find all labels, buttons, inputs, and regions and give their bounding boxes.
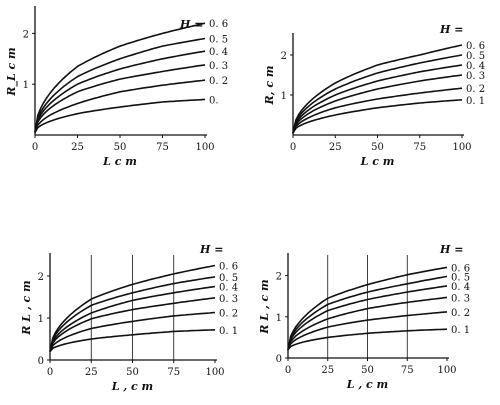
chart-3-series-label: 0. 6 <box>219 262 238 273</box>
chart-4-y-tick-label: 2 <box>276 272 282 283</box>
chart-3-x-axis-label: L , c m <box>111 380 153 393</box>
chart-1-x-tick-label: 0 <box>32 142 38 153</box>
chart-4-x-tick-label: 0 <box>285 365 291 376</box>
chart-3-series-curve <box>49 329 216 353</box>
chart-1-series-curve <box>34 79 206 133</box>
chart-3-series-label: 0. 2 <box>219 309 238 320</box>
chart-3-x-tick-label: 100 <box>205 367 224 378</box>
chart-2-series-label: 0. 2 <box>466 84 485 95</box>
chart-2-y-axis-label: R, c m <box>263 66 276 106</box>
chart-2-series-label: 0. 1 <box>466 96 485 107</box>
chart-4-series-curve <box>287 275 448 350</box>
chart-4-series-curve <box>287 328 448 351</box>
chart-1-series-curve <box>34 50 206 133</box>
chart-4-series-label: 0. 1 <box>451 325 470 336</box>
chart-3-x-tick-label: 0 <box>47 367 53 378</box>
chart-2-series-label: 0. 4 <box>466 61 485 72</box>
chart-2-x-tick-label: 100 <box>452 142 471 153</box>
chart-1-series-curve <box>34 22 206 133</box>
chart-1-series-label: 0. 3 <box>209 61 228 72</box>
chart-2-series-label: 0. 3 <box>466 71 485 82</box>
chart-1-x-tick-label: 25 <box>71 142 84 153</box>
chart-4-series-curve <box>287 266 448 350</box>
chart-1-series-label: 0. 6 <box>209 19 228 30</box>
chart-4-y-tick-label: 0 <box>276 354 282 365</box>
chart-1-y-axis-label: R_L c m <box>5 47 19 96</box>
chart-1-series-label: 0. 5 <box>209 34 228 45</box>
chart-3-series-label: 0. 3 <box>219 294 238 305</box>
chart-4-series-label: 0. 5 <box>451 272 470 283</box>
chart-3-x-tick-label: 50 <box>126 367 139 378</box>
chart-2-series-curve <box>292 64 463 134</box>
chart-4-x-tick-label: 75 <box>401 365 414 376</box>
chart-1-x-axis-label: L c m <box>102 155 137 168</box>
chart-2-x-tick-label: 25 <box>329 142 342 153</box>
chart-1-series-label: 0. 2 <box>209 76 228 87</box>
chart-4-x-tick-label: 50 <box>361 365 374 376</box>
chart-3-series-curve <box>49 297 216 352</box>
chart-4-series-label: 0. 4 <box>451 282 470 293</box>
chart-4-y-axis-label: R L , c m <box>258 279 271 334</box>
chart-4-x-tick-label: 100 <box>437 365 456 376</box>
chart-2-series-curve <box>292 44 463 134</box>
chart-4-series-curve <box>287 285 448 350</box>
chart-3-series-label: 0. 5 <box>219 273 238 284</box>
chart-1-series-label: 0. 4 <box>209 47 228 58</box>
chart-3-series-curve <box>49 276 216 352</box>
chart-3-y-axis-label: R L , c m <box>20 280 33 335</box>
chart-2-x-tick-label: 75 <box>413 142 426 153</box>
chart-4-x-tick-label: 25 <box>321 365 334 376</box>
chart-4-legend-title: H = <box>439 243 463 256</box>
chart-1-series-curve <box>34 98 206 133</box>
chart-4-series-label: 0. 3 <box>451 293 470 304</box>
chart-2-series-curve <box>292 54 463 134</box>
chart-2-series-label: 0. 6 <box>466 41 485 52</box>
chart-3-y-tick-label: 1 <box>38 314 44 325</box>
chart-1-x-tick-label: 100 <box>195 142 214 153</box>
chart-3-series-curve <box>49 285 216 352</box>
chart-1-series-label: 0. <box>209 95 219 106</box>
chart-3-series-label: 0. 4 <box>219 283 238 294</box>
chart-2-series-curve <box>292 87 463 134</box>
chart-3-series-curve <box>49 311 216 352</box>
chart-2-series-label: 0. 5 <box>466 51 485 62</box>
chart-2-x-tick-label: 50 <box>371 142 384 153</box>
chart-4-x-axis-label: L , c m <box>346 378 388 391</box>
chart-4-series-curve <box>287 296 448 351</box>
chart-4-series-curve <box>287 311 448 351</box>
chart-2-x-axis-label: L c m <box>360 155 395 168</box>
chart-1-y-tick-label: 1 <box>23 80 29 91</box>
chart-1-x-tick-label: 50 <box>114 142 127 153</box>
chart-1-series-curve <box>34 64 206 133</box>
chart-4-series-label: 0. 6 <box>451 263 470 274</box>
chart-4-y-tick-label: 1 <box>276 313 282 324</box>
chart-4-series-label: 0. 2 <box>451 308 470 319</box>
chart-3-x-tick-label: 75 <box>167 367 180 378</box>
chart-2-y-tick-label: 1 <box>281 91 287 102</box>
chart-2-series-curve <box>292 74 463 134</box>
chart-2-x-tick-label: 0 <box>290 142 296 153</box>
chart-1-series-curve <box>34 37 206 133</box>
chart-3-series-curve <box>49 264 216 352</box>
chart-2-legend-title: H = <box>439 23 463 36</box>
chart-3-x-tick-label: 25 <box>85 367 98 378</box>
chart-3-series-label: 0. 1 <box>219 326 238 337</box>
chart-3-legend-title: H = <box>199 243 223 256</box>
chart-3-y-tick-label: 0 <box>38 356 44 367</box>
chart-1-x-tick-label: 75 <box>156 142 169 153</box>
chart-2-series-curve <box>292 99 463 134</box>
chart-1-y-tick-label: 2 <box>23 29 29 40</box>
chart-3-y-tick-label: 2 <box>38 272 44 283</box>
chart-2-y-tick-label: 2 <box>281 51 287 62</box>
